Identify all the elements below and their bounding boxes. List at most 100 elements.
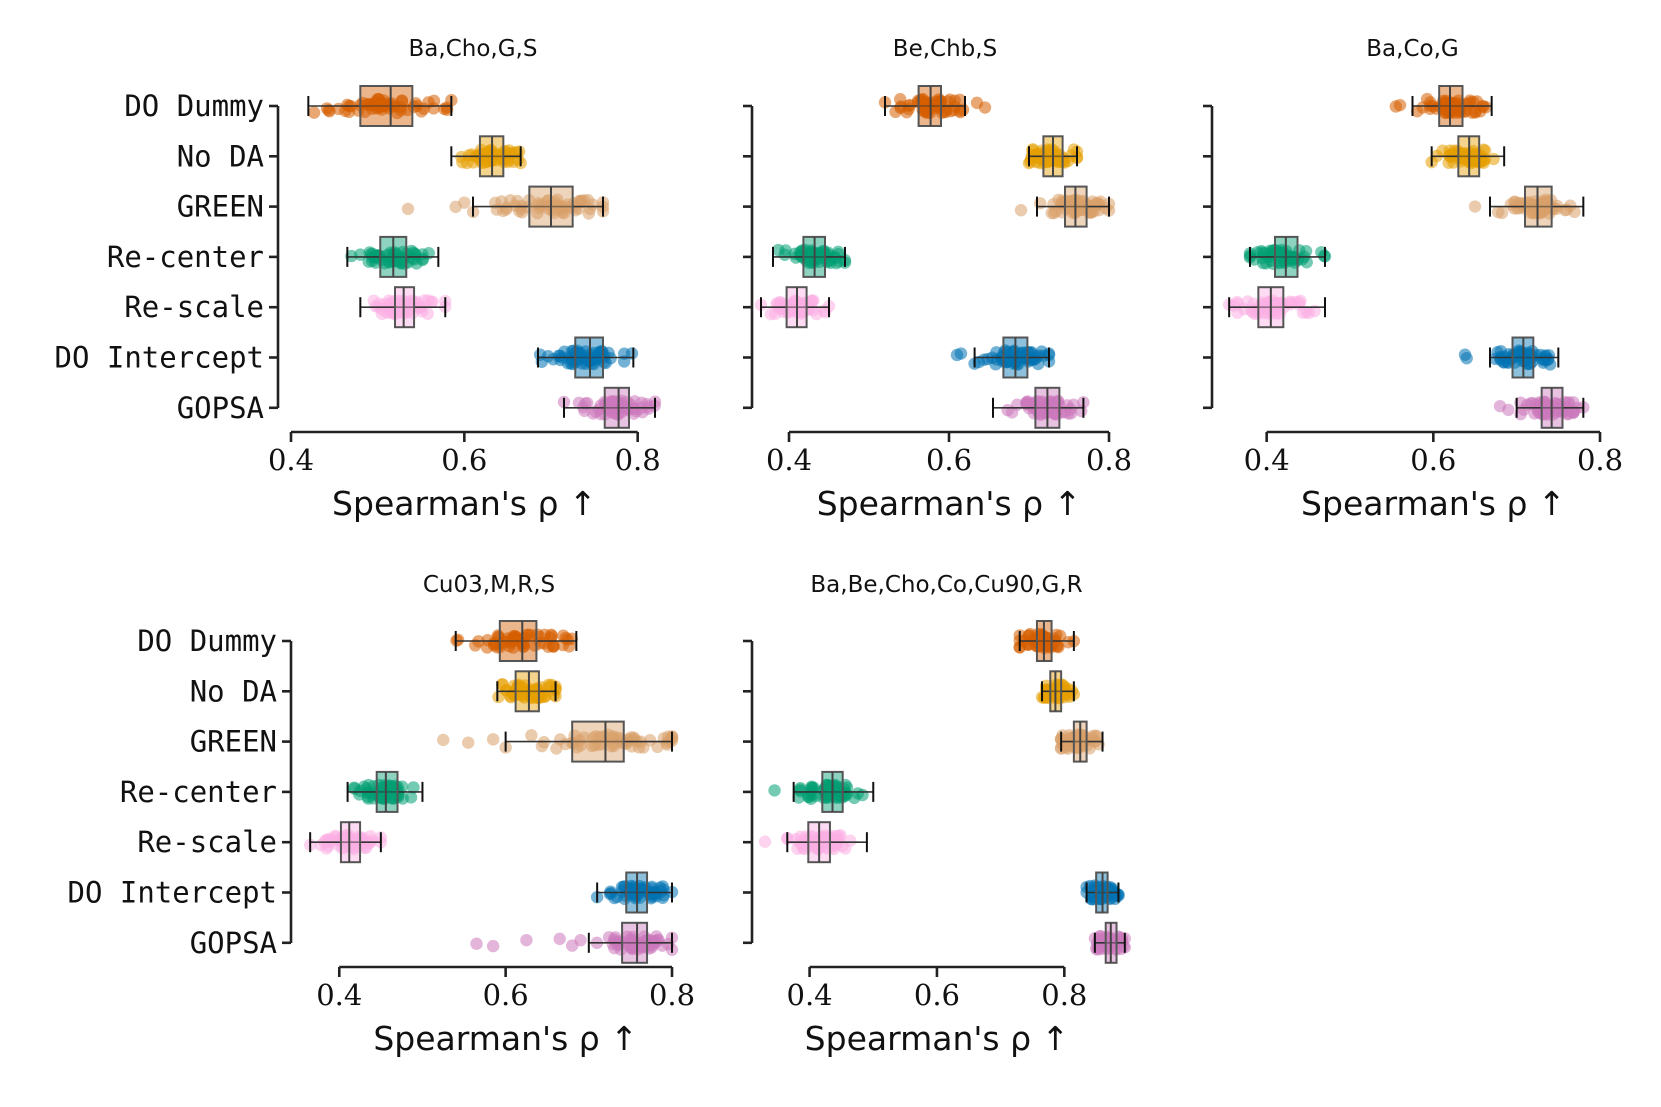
data-point <box>559 631 572 645</box>
data-point <box>404 791 418 804</box>
method-label: Re-scale <box>137 825 277 859</box>
x-axis-label: Spearman's ρ ↑ <box>1301 484 1566 523</box>
data-point <box>1540 195 1554 208</box>
data-point <box>332 102 345 116</box>
data-point <box>832 830 846 843</box>
data-point <box>953 104 967 118</box>
series-re-scale <box>743 821 868 864</box>
panel-title: Ba,Be,Cho,Co,Cu90,G,R <box>810 572 1082 598</box>
series-green <box>1203 185 1585 228</box>
box <box>603 386 631 429</box>
outlier-point <box>553 932 566 946</box>
data-point <box>322 104 335 117</box>
data-point <box>1452 94 1465 107</box>
data-point <box>512 145 526 158</box>
x-tick-label: 0.8 <box>1086 443 1132 477</box>
series-no-da <box>1203 135 1506 178</box>
data-point <box>1033 197 1047 210</box>
data-point <box>1494 353 1507 367</box>
x-tick-label: 0.8 <box>1577 443 1623 477</box>
series-do-intercept <box>743 336 1056 379</box>
data-point <box>585 739 599 753</box>
panel-title: Ba,Co,G <box>1366 36 1458 62</box>
data-point <box>535 739 549 753</box>
data-point <box>793 783 807 796</box>
data-point <box>1277 255 1291 268</box>
data-point <box>1416 101 1430 114</box>
data-point <box>517 640 531 653</box>
outlier-point <box>1502 403 1515 417</box>
data-point <box>1541 353 1554 367</box>
data-point <box>817 791 830 804</box>
data-point <box>602 931 616 944</box>
series-green: GREEN <box>177 185 610 228</box>
data-point <box>362 255 375 268</box>
x-tick-label: 0.8 <box>615 443 661 477</box>
box <box>498 620 538 662</box>
method-label: Re-center <box>120 775 277 809</box>
data-point <box>626 930 640 944</box>
data-point <box>361 97 374 111</box>
data-point <box>495 148 508 161</box>
data-point <box>347 781 361 794</box>
data-point <box>357 780 371 793</box>
data-point <box>406 306 419 320</box>
data-point <box>390 106 404 120</box>
panel-4: Cu03,M,R,S DO Dummy No DA GREEN Re-center Re-… <box>67 572 695 1058</box>
panel-title: Cu03,M,R,S <box>423 572 555 598</box>
data-point <box>839 842 852 855</box>
x-tick-label: 0.6 <box>914 978 960 1012</box>
panel-title: Be,Chb,S <box>893 36 997 62</box>
series-green <box>743 720 1105 763</box>
data-point <box>1001 403 1014 417</box>
series-re-center <box>743 770 875 813</box>
x-axis-label: Spearman's ρ ↑ <box>373 1019 638 1058</box>
data-point <box>481 633 494 647</box>
data-point <box>1021 395 1034 408</box>
series-do-intercept: DO Intercept <box>54 336 639 379</box>
data-point <box>550 193 564 206</box>
x-axis-label: Spearman's ρ ↑ <box>817 484 1082 523</box>
data-point <box>657 889 670 902</box>
series-re-center: Re-center <box>120 770 424 813</box>
method-label: DO Intercept <box>54 341 264 375</box>
x-axis-label: Spearman's ρ ↑ <box>332 484 597 523</box>
data-point <box>1529 398 1542 411</box>
method-label: GREEN <box>190 725 277 759</box>
method-label: No DA <box>177 139 264 173</box>
box <box>375 770 399 813</box>
data-point <box>637 741 650 754</box>
series-do-dummy <box>743 85 992 127</box>
data-point <box>508 630 522 643</box>
data-point <box>831 791 845 804</box>
data-point <box>1089 729 1102 742</box>
data-point <box>788 247 801 260</box>
outlier-point <box>768 784 781 797</box>
method-label: DO Intercept <box>67 876 277 910</box>
series-do-dummy: DO Dummy <box>137 620 579 662</box>
outlier-point <box>574 934 587 947</box>
outlier-point <box>1468 200 1482 213</box>
outlier-point <box>758 835 772 848</box>
outlier-point <box>486 939 500 953</box>
data-point <box>1241 295 1254 308</box>
data-point <box>795 307 809 320</box>
x-tick-label: 0.8 <box>649 978 695 1012</box>
box <box>621 921 649 964</box>
series-re-center <box>743 235 852 278</box>
data-point <box>1564 199 1577 212</box>
data-point <box>641 400 655 413</box>
data-point <box>525 729 538 742</box>
x-tick-label: 0.8 <box>1041 978 1087 1012</box>
data-point <box>1058 405 1072 419</box>
data-point <box>1284 296 1297 309</box>
data-point <box>775 302 789 316</box>
data-point <box>1049 205 1062 218</box>
series-re-center: Re-center <box>107 235 440 278</box>
method-label: DO Dummy <box>137 624 277 658</box>
data-point <box>513 204 526 218</box>
panel-3: Ba,Co,G 0.4 0.6 0.8 Spearman's ρ ↑ <box>1203 36 1623 523</box>
data-point <box>589 730 603 743</box>
